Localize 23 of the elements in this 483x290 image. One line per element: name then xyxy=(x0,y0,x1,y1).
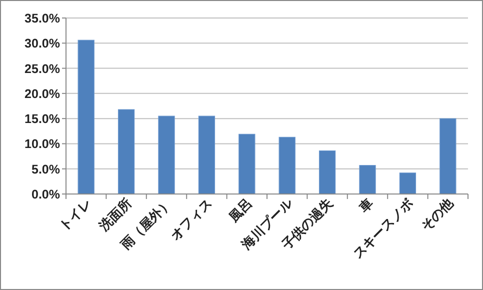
x-tick-label: その他 xyxy=(418,194,457,234)
y-tick-label: 5.0% xyxy=(32,162,60,176)
bar xyxy=(359,165,376,194)
x-tick-label: 車 xyxy=(355,196,376,216)
bar xyxy=(238,134,256,194)
y-tick-label: 0.0% xyxy=(32,188,60,202)
y-tick-label: 25.0% xyxy=(24,62,60,76)
bar xyxy=(399,172,416,194)
bar xyxy=(440,118,456,194)
y-tick-label: 20.0% xyxy=(24,86,60,101)
x-tick-label: 風呂 xyxy=(225,196,256,226)
x-tick-label: オフィス xyxy=(167,196,215,243)
bar xyxy=(318,150,336,194)
bar xyxy=(158,116,175,194)
bar xyxy=(118,109,135,194)
bar xyxy=(278,136,296,194)
bar xyxy=(78,40,94,194)
y-tick-label: 30.0% xyxy=(24,36,60,51)
y-tick-label: 35.0% xyxy=(24,12,60,26)
y-tick-label: 10.0% xyxy=(24,137,60,152)
y-tick-label: 15.0% xyxy=(24,112,60,126)
bar xyxy=(198,116,216,194)
x-tick-label: 洗面所 xyxy=(96,196,134,234)
